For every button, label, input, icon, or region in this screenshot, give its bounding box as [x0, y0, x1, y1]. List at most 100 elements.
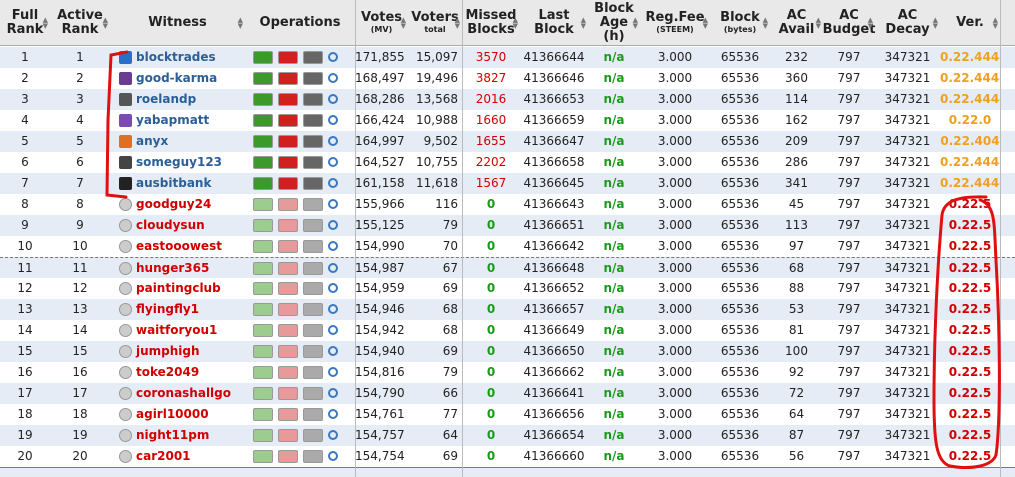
column-header[interactable]: AC Budget ▲ ▼	[823, 0, 875, 46]
witness-name[interactable]: agirl10000	[110, 404, 245, 425]
column-header[interactable]: Block (bytes) ▲ ▼	[710, 0, 770, 46]
witness-name[interactable]: someguy123	[110, 152, 245, 173]
link-button[interactable]	[328, 241, 338, 251]
column-header[interactable]: Full Rank ▲ ▼	[0, 0, 50, 46]
vote-down-button[interactable]	[278, 93, 298, 106]
proxy-button[interactable]	[303, 366, 323, 379]
column-header[interactable]: Reg.Fee (STEEM) ▲ ▼	[640, 0, 710, 46]
link-button[interactable]	[328, 73, 338, 83]
vote-down-button[interactable]	[278, 408, 298, 421]
vote-down-button[interactable]	[278, 156, 298, 169]
proxy-button[interactable]	[303, 303, 323, 316]
proxy-button[interactable]	[303, 114, 323, 127]
vote-up-button[interactable]	[253, 135, 273, 148]
column-header[interactable]: Witness ▲ ▼	[110, 0, 245, 46]
link-button[interactable]	[328, 136, 338, 146]
proxy-button[interactable]	[303, 156, 323, 169]
vote-down-button[interactable]	[278, 303, 298, 316]
column-header[interactable]: Block Age (h) ▲ ▼	[588, 0, 640, 46]
proxy-button[interactable]	[303, 198, 323, 211]
witness-name[interactable]: car2001	[110, 446, 245, 467]
vote-down-button[interactable]	[278, 450, 298, 463]
witness-name[interactable]: coronashallgo	[110, 383, 245, 404]
column-header[interactable]: Active Rank ▲ ▼	[50, 0, 110, 46]
vote-up-button[interactable]	[253, 387, 273, 400]
vote-down-button[interactable]	[278, 387, 298, 400]
vote-up-button[interactable]	[253, 345, 273, 358]
witness-name[interactable]: toke2049	[110, 362, 245, 383]
proxy-button[interactable]	[303, 262, 323, 275]
link-button[interactable]	[328, 430, 338, 440]
proxy-button[interactable]	[303, 429, 323, 442]
witness-name[interactable]: goodguy24	[110, 194, 245, 215]
link-button[interactable]	[328, 52, 338, 62]
vote-up-button[interactable]	[253, 303, 273, 316]
vote-down-button[interactable]	[278, 324, 298, 337]
vote-up-button[interactable]	[253, 366, 273, 379]
vote-up-button[interactable]	[253, 156, 273, 169]
link-button[interactable]	[328, 157, 338, 167]
column-header[interactable]: Votes (MV) ▲ ▼	[355, 0, 408, 46]
vote-up-button[interactable]	[253, 51, 273, 64]
proxy-button[interactable]	[303, 219, 323, 232]
column-header[interactable]: AC Decay ▲ ▼	[875, 0, 940, 46]
witness-name[interactable]: anyx	[110, 131, 245, 152]
vote-down-button[interactable]	[278, 135, 298, 148]
proxy-button[interactable]	[303, 408, 323, 421]
vote-up-button[interactable]	[253, 408, 273, 421]
witness-name[interactable]: waitforyou1	[110, 320, 245, 341]
vote-down-button[interactable]	[278, 177, 298, 190]
vote-up-button[interactable]	[253, 429, 273, 442]
link-button[interactable]	[328, 325, 338, 335]
link-button[interactable]	[328, 451, 338, 461]
vote-up-button[interactable]	[253, 114, 273, 127]
vote-down-button[interactable]	[278, 429, 298, 442]
witness-name[interactable]: roelandp	[110, 89, 245, 110]
vote-down-button[interactable]	[278, 198, 298, 211]
vote-down-button[interactable]	[278, 240, 298, 253]
vote-up-button[interactable]	[253, 450, 273, 463]
column-header[interactable]: AC Avail ▲ ▼	[770, 0, 823, 46]
column-header[interactable]: Ver. ▲ ▼	[940, 0, 1000, 46]
witness-name[interactable]: blocktrades	[110, 47, 245, 68]
proxy-button[interactable]	[303, 450, 323, 463]
vote-down-button[interactable]	[278, 262, 298, 275]
witness-name[interactable]: jumphigh	[110, 341, 245, 362]
vote-up-button[interactable]	[253, 198, 273, 211]
vote-down-button[interactable]	[278, 72, 298, 85]
proxy-button[interactable]	[303, 135, 323, 148]
witness-name[interactable]: paintingclub	[110, 278, 245, 299]
proxy-button[interactable]	[303, 51, 323, 64]
column-header[interactable]: Voters total ▲ ▼	[408, 0, 462, 46]
proxy-button[interactable]	[303, 324, 323, 337]
vote-down-button[interactable]	[278, 282, 298, 295]
link-button[interactable]	[328, 346, 338, 356]
vote-down-button[interactable]	[278, 345, 298, 358]
vote-up-button[interactable]	[253, 72, 273, 85]
link-button[interactable]	[328, 199, 338, 209]
link-button[interactable]	[328, 178, 338, 188]
link-button[interactable]	[328, 409, 338, 419]
vote-up-button[interactable]	[253, 93, 273, 106]
vote-up-button[interactable]	[253, 282, 273, 295]
link-button[interactable]	[328, 220, 338, 230]
vote-up-button[interactable]	[253, 324, 273, 337]
link-button[interactable]	[328, 388, 338, 398]
column-header[interactable]: Missed Blocks ▲ ▼	[462, 0, 520, 46]
witness-name[interactable]: hunger365	[110, 258, 245, 279]
proxy-button[interactable]	[303, 387, 323, 400]
link-button[interactable]	[328, 367, 338, 377]
vote-down-button[interactable]	[278, 51, 298, 64]
proxy-button[interactable]	[303, 93, 323, 106]
witness-name[interactable]: cloudysun	[110, 215, 245, 236]
link-button[interactable]	[328, 263, 338, 273]
proxy-button[interactable]	[303, 240, 323, 253]
vote-up-button[interactable]	[253, 177, 273, 190]
link-button[interactable]	[328, 94, 338, 104]
vote-up-button[interactable]	[253, 240, 273, 253]
vote-up-button[interactable]	[253, 219, 273, 232]
witness-name[interactable]: yabapmatt	[110, 110, 245, 131]
vote-up-button[interactable]	[253, 262, 273, 275]
proxy-button[interactable]	[303, 177, 323, 190]
column-header[interactable]: Operations	[245, 0, 355, 46]
